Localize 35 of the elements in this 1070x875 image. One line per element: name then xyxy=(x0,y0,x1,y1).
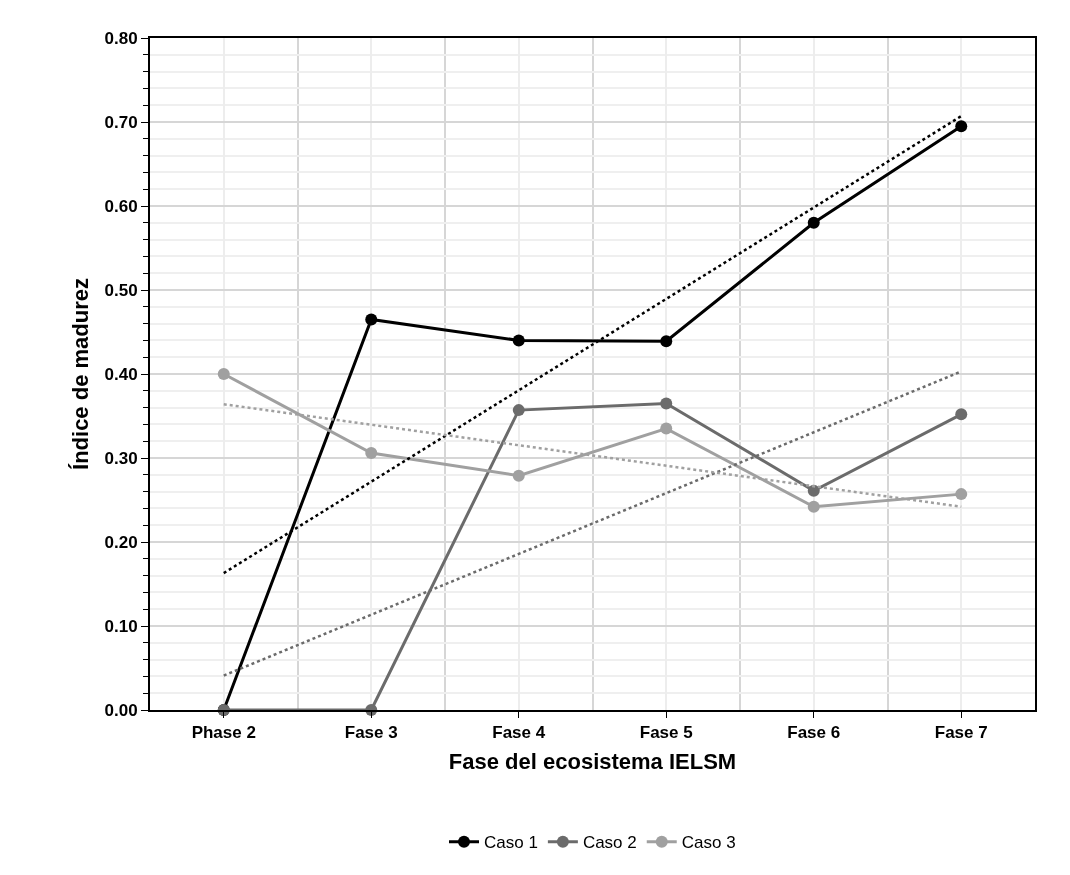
x-tick-label: Fase 5 xyxy=(639,723,693,743)
x-axis-title: Fase del ecosistema IELSM xyxy=(448,748,737,774)
point xyxy=(660,422,673,435)
y-tick-label: 0.00 xyxy=(104,700,138,720)
y-tick-label: 0.30 xyxy=(104,448,138,468)
point xyxy=(512,404,525,417)
y-axis-title: Índice de madurez xyxy=(67,278,93,470)
point xyxy=(660,335,673,348)
legend-label: Caso 2 xyxy=(582,833,637,853)
x-tick-label: Fase 3 xyxy=(344,723,398,743)
point xyxy=(365,446,378,459)
x-tick-label: Fase 7 xyxy=(934,723,988,743)
point xyxy=(807,500,820,513)
point xyxy=(955,120,968,133)
point xyxy=(955,408,968,421)
y-tick-label: 0.70 xyxy=(104,112,138,132)
legend-label: Caso 3 xyxy=(681,833,736,853)
x-tick-label: Phase 2 xyxy=(191,723,256,743)
point xyxy=(512,469,525,482)
point xyxy=(365,313,378,326)
x-tick-label: Fase 4 xyxy=(492,723,546,743)
point xyxy=(807,484,820,497)
y-tick-label: 0.40 xyxy=(104,364,138,384)
point xyxy=(807,216,820,229)
point xyxy=(955,488,968,501)
y-tick-label: 0.20 xyxy=(104,532,138,552)
x-tick-label: Fase 6 xyxy=(787,723,841,743)
y-tick-label: 0.50 xyxy=(104,280,138,300)
y-tick-label: 0.80 xyxy=(104,28,138,48)
point xyxy=(217,368,230,380)
legend-label: Caso 1 xyxy=(484,833,538,853)
point xyxy=(660,397,673,410)
y-tick-label: 0.60 xyxy=(104,196,138,216)
point xyxy=(512,334,525,347)
y-tick-label: 0.10 xyxy=(104,616,138,636)
